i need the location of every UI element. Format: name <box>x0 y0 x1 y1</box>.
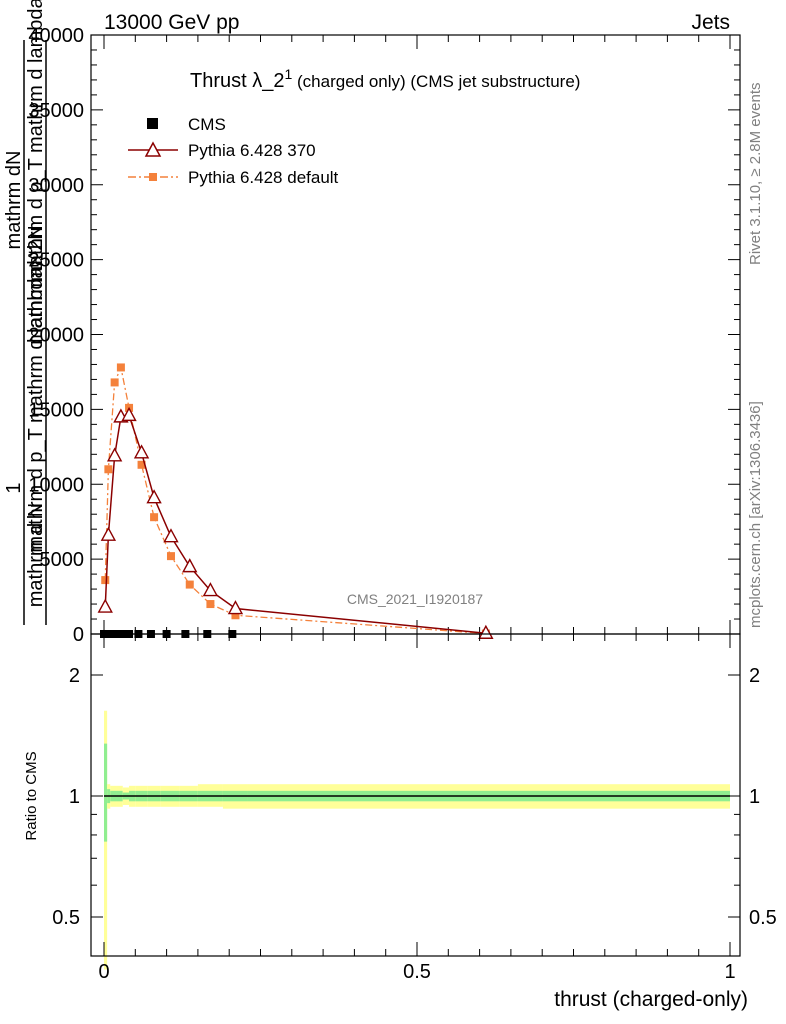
point-pythia370 <box>146 489 162 504</box>
point-pythia-default <box>185 580 194 589</box>
legend-label-cms: CMS <box>188 115 226 134</box>
y-label-dn: mathrm d N <box>25 503 47 607</box>
point-pythia370 <box>163 528 179 543</box>
ratio-bands <box>104 710 731 970</box>
point-pythia-default <box>101 576 110 585</box>
ratio-frame <box>90 633 741 957</box>
legend-marker-pythia370 <box>144 141 162 157</box>
y-label-d2n: mathrm d^2N <box>25 225 47 344</box>
point-pythia-default <box>150 513 159 522</box>
point-pythia370 <box>133 444 150 459</box>
ratio-y-tick-label-right: 1 <box>749 786 760 808</box>
watermark: CMS_2021_I1920187 <box>347 591 483 607</box>
point-pythia370 <box>121 406 137 422</box>
main-y-tick-label: 5000 <box>40 549 85 571</box>
chart-title-main: Thrust λ_2 <box>190 70 284 92</box>
point-pythia370 <box>182 558 198 573</box>
main-panel: 0 5000 10000 15000 20000 25000 30000 35000 40000… <box>3 0 741 646</box>
ratio-y-tick-label-right: 0.5 <box>749 907 777 929</box>
y-label-dpt-lambda-2: mathrm d p_T mathrm d lambda <box>25 0 47 283</box>
legend-marker-pythia-default <box>149 173 157 181</box>
point-pythia370 <box>227 600 244 615</box>
point-pythia-default <box>231 611 240 620</box>
y-label-one: 1 <box>3 482 25 493</box>
main-y-tick-label: 25000 <box>28 250 84 272</box>
x-tick-label: 0 <box>98 961 109 983</box>
main-y-tick-label: 0 <box>73 624 84 646</box>
chart-title-sup: 1 <box>284 66 292 82</box>
point-pythia-default <box>137 460 146 469</box>
chart-title: Thrust λ_21 (charged only) (CMS jet subs… <box>190 66 580 92</box>
main-y-tick-label: 35000 <box>28 100 84 122</box>
y-label-dn-top: mathrm dN <box>3 151 25 250</box>
ratio-y-tick-label: 0.5 <box>52 907 80 929</box>
ratio-band-inner <box>104 743 108 842</box>
main-y-tick-label: 10000 <box>28 474 84 496</box>
main-y-tick-label: 15000 <box>28 399 84 421</box>
point-pythia-default <box>166 552 175 561</box>
point-pythia-default <box>206 600 215 609</box>
x-tick-label: 0.5 <box>403 961 431 983</box>
point-pythia-default <box>104 465 113 474</box>
y-label-dpt-lambda-1: mathrm d p_T mathrm d lambda <box>25 266 47 552</box>
point-pythia370 <box>97 598 113 613</box>
x-tick-label: 1 <box>724 961 735 983</box>
ratio-y-tick-label-right: 2 <box>749 665 760 687</box>
main-y-tick-label: 40000 <box>28 25 84 47</box>
main-y-tick-label: 20000 <box>28 325 84 347</box>
point-pythia370 <box>478 624 494 639</box>
mcplots-label: mcplots.cern.ch [arXiv:1306.3436] <box>747 401 764 628</box>
point-pythia370 <box>106 447 123 462</box>
rivet-label: Rivet 3.1.10, ≥ 2.8M events <box>747 83 764 266</box>
legend-marker-cms <box>147 118 158 129</box>
ratio-panel: 0.5 0.5 1 1 2 2 0 0.5 1 Ratio to CMS thrust (cha… <box>23 633 777 1011</box>
ratio-y-tick-label: 2 <box>69 665 80 687</box>
header-right: Jets <box>691 11 730 34</box>
main-y-tick-label: 30000 <box>28 175 84 197</box>
legend-label-pythia370: Pythia 6.428 370 <box>188 141 316 160</box>
ratio-y-tick-label: 1 <box>69 786 80 808</box>
series-pythia-default-line <box>104 365 486 635</box>
point-pythia370 <box>100 526 117 541</box>
main-y-ticks: 0 5000 10000 15000 20000 25000 30000 35000 40000 <box>28 25 740 646</box>
header-left: 13000 GeV pp <box>104 11 239 34</box>
legend: CMS Pythia 6.428 370 Pythia 6.428 defaul… <box>128 115 339 187</box>
point-pythia-default <box>110 378 119 387</box>
point-pythia370 <box>202 582 219 597</box>
x-axis-label: thrust (charged-only) <box>554 988 748 1011</box>
main-y-label: 1 mathrm d N mathrm d p_T mathrm d lambd… <box>3 0 47 625</box>
ratio-ticks: 0.5 0.5 1 1 2 2 0 0.5 1 <box>52 634 777 983</box>
ratio-y-label: Ratio to CMS <box>23 751 40 840</box>
chart-title-rest: (charged only) (CMS jet substructure) <box>292 72 580 91</box>
legend-label-pythia-default: Pythia 6.428 default <box>188 168 339 187</box>
point-pythia-default <box>116 363 125 372</box>
